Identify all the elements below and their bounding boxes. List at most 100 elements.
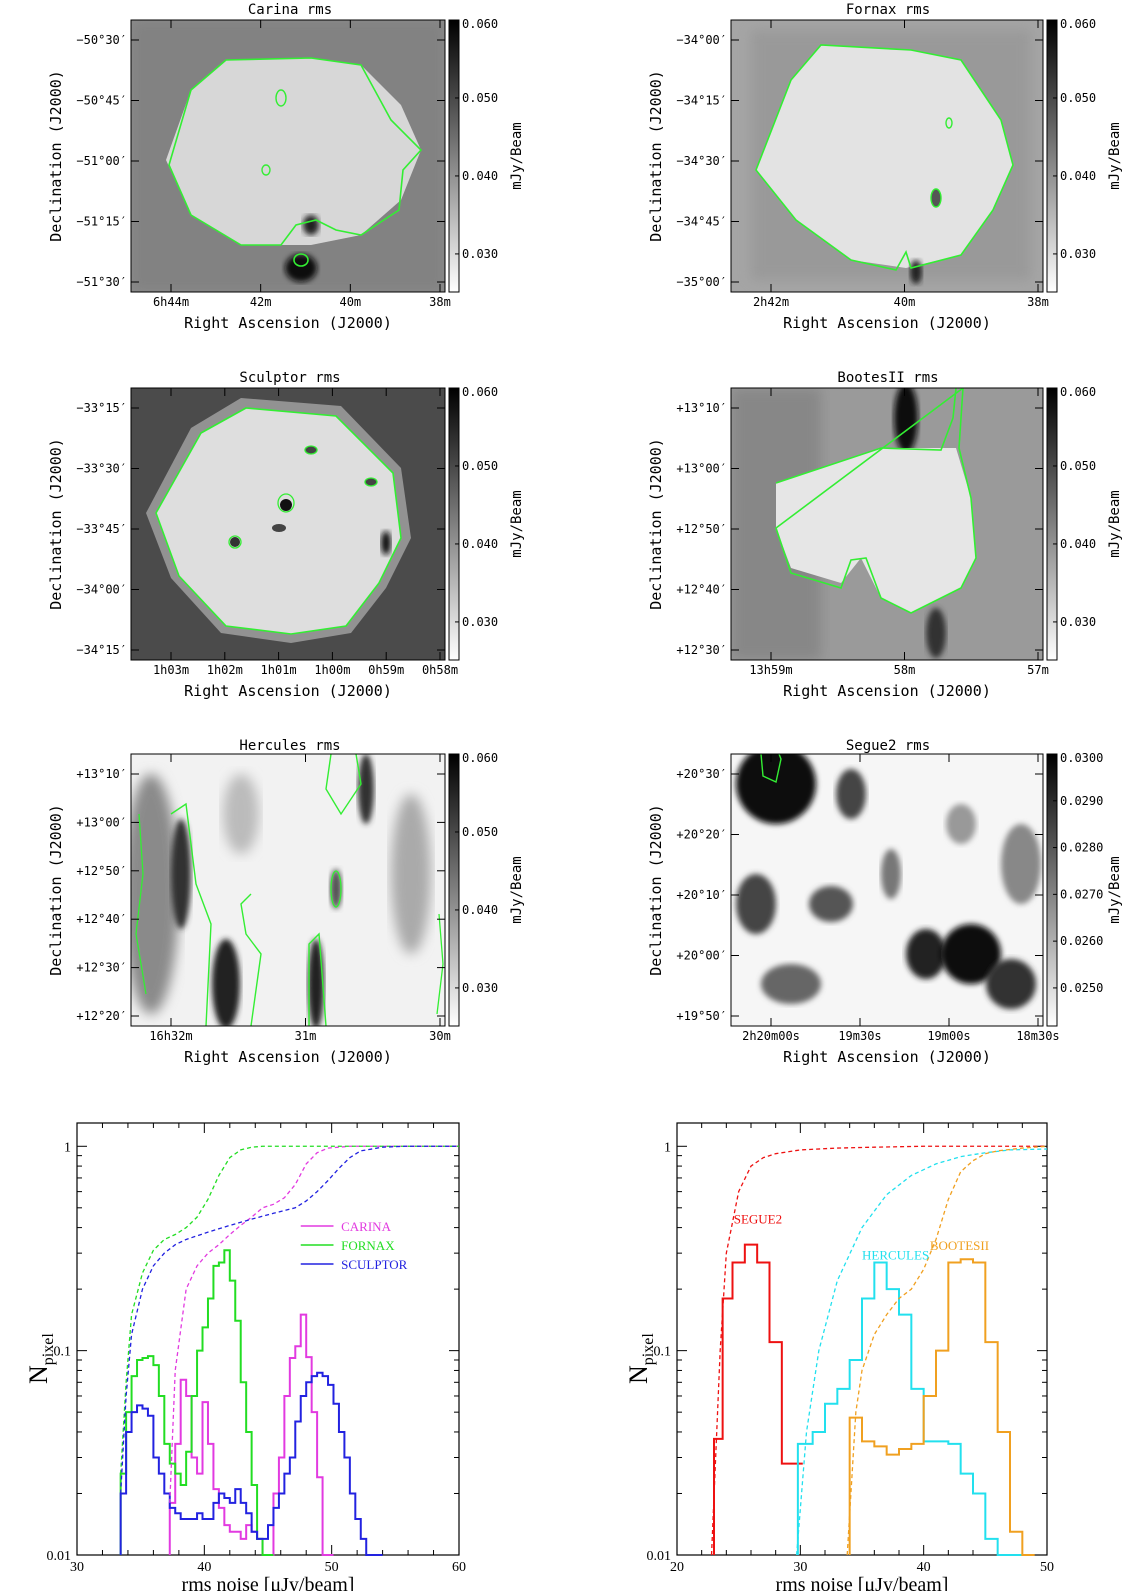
colorbar-tick-label: 0.040 — [1060, 537, 1096, 551]
series-label: HERCULES — [862, 1247, 929, 1262]
colorbar — [448, 387, 460, 661]
y-tick-label: −34°00′ — [76, 583, 127, 597]
y-tick-label: −51°15′ — [76, 215, 127, 229]
colorbar-tick-label: 0.0270 — [1060, 887, 1103, 901]
x-tick-label: 16h32m — [149, 1029, 192, 1043]
y-tick-label: 0.1 — [54, 1345, 72, 1360]
y-tick-label: −50°45′ — [76, 94, 127, 108]
map-image — [131, 388, 445, 660]
y-tick-label: −33°45′ — [76, 522, 127, 536]
map-panel-segue2: Segue2 rms — [730, 738, 1044, 1027]
y-tick-label: −51°30′ — [76, 275, 127, 289]
colorbar-tick-label: 0.050 — [1060, 91, 1096, 105]
x-tick-label: 42m — [250, 295, 272, 309]
series-cumulative-line — [120, 1145, 459, 1474]
colorbar-tick-label: 0.030 — [462, 981, 498, 995]
y-tick-label: −34°15′ — [76, 643, 127, 657]
series-line — [119, 1249, 274, 1556]
colorbar-tick-label: 0.030 — [462, 247, 498, 261]
x-tick-label: 18m30s — [1016, 1029, 1059, 1043]
y-tick-label: +12°40′ — [76, 912, 127, 926]
y-tick-label: 1 — [664, 1140, 671, 1155]
y-tick-label: +12°50′ — [76, 864, 127, 878]
map-image — [731, 754, 1043, 1026]
histogram-right: 20 30 40 50 0.01 0.1 1 rms noise [μJy/beam] Npix… — [624, 1122, 1054, 1591]
colorbar-tick-label: 0.040 — [462, 169, 498, 183]
x-tick-label: 2h20m00s — [742, 1029, 800, 1043]
plot-frame — [76, 1122, 460, 1556]
map-axis-group: −34°00′ −34°15′ −34°30′ −34°45′ −35°00′ 2h42m… — [647, 17, 1123, 332]
x-tick-label: 60 — [452, 1560, 466, 1575]
map-panel-carina: Carina rms — [130, 2, 446, 293]
x-tick-label: 1h03m — [153, 663, 189, 677]
histogram-left: 30 40 50 60 0.01 0.1 1 rms noise [μJy/beam] Npix… — [24, 1122, 466, 1591]
y-tick-label: +12°30′ — [676, 643, 727, 657]
map-axis-group: −50°30′ −50°45′ −51°00′ −51°15′ −51°30′ 6h44m… — [47, 17, 525, 332]
x-axis-label: rms noise [μJy/beam] — [182, 1574, 355, 1591]
map-title: Carina rms — [248, 2, 332, 18]
y-tick-label: +13°10′ — [76, 767, 127, 781]
map-axis-group: +13°10′ +13°00′ +12°50′ +12°40′ +12°30′ +12°2… — [47, 751, 525, 1066]
colorbar — [1046, 387, 1058, 661]
x-tick-label: 58m — [894, 663, 916, 677]
x-tick-label: 20 — [670, 1560, 684, 1575]
map-axis-group: +20°30′ +20°20′ +20°10′ +20°00′ +19°50′ 2h20m… — [647, 751, 1123, 1066]
legend-label: FORNAX — [341, 1238, 395, 1253]
x-tick-label: 1h00m — [314, 663, 350, 677]
map-image — [131, 20, 445, 292]
y-axis-label: Declination (J2000) — [647, 438, 665, 610]
colorbar-tick-label: 0.0260 — [1060, 934, 1103, 948]
y-tick-label: +13°00′ — [676, 462, 727, 476]
map-image — [131, 754, 445, 1026]
x-tick-label: 31m — [295, 1029, 317, 1043]
x-tick-label: 30m — [429, 1029, 451, 1043]
series-line — [848, 1258, 1035, 1556]
colorbar-tick-label: 0.0300 — [1060, 751, 1103, 765]
series-line — [168, 1313, 334, 1556]
map-title: Segue2 rms — [846, 738, 930, 754]
x-axis-label: Right Ascension (J2000) — [184, 682, 392, 700]
y-axis-label: Npixel — [624, 1333, 657, 1384]
colorbar-tick-label: 0.030 — [1060, 247, 1096, 261]
x-axis-label: Right Ascension (J2000) — [184, 1048, 392, 1066]
colorbar-label: mJy/Beam — [509, 122, 525, 189]
series-cumulative-line — [846, 1145, 1048, 1556]
x-tick-label: 2h42m — [753, 295, 789, 309]
y-tick-label: +12°30′ — [76, 961, 127, 975]
colorbar-tick-label: 0.040 — [462, 903, 498, 917]
y-axis-label: Declination (J2000) — [47, 70, 65, 242]
colorbar-tick-label: 0.0280 — [1060, 841, 1103, 855]
y-tick-label: +20°20′ — [676, 828, 727, 842]
series-line — [796, 1261, 1025, 1556]
series-line — [713, 1243, 803, 1555]
legend-label: SCULPTOR — [341, 1257, 408, 1272]
colorbar-tick-label: 0.030 — [462, 615, 498, 629]
y-tick-label: 1 — [64, 1140, 71, 1155]
x-tick-label: 30 — [793, 1560, 807, 1575]
colorbar — [1046, 753, 1058, 1027]
colorbar-tick-label: 0.050 — [462, 91, 498, 105]
map-panel-bootesii: BootesII rms — [730, 370, 1044, 661]
colorbar-label: mJy/Beam — [1107, 490, 1123, 557]
map-title: BootesII rms — [837, 370, 938, 386]
x-tick-label: 40 — [917, 1560, 931, 1575]
x-tick-label: 1h02m — [207, 663, 243, 677]
x-tick-label: 50 — [1040, 1560, 1054, 1575]
map-title: Sculptor rms — [239, 370, 340, 386]
colorbar-label: mJy/Beam — [509, 856, 525, 923]
colorbar-tick-label: 0.050 — [1060, 459, 1096, 473]
x-tick-label: 57m — [1027, 663, 1049, 677]
colorbar-tick-label: 0.060 — [462, 385, 498, 399]
x-tick-label: 0h59m — [368, 663, 404, 677]
x-tick-label: 0h58m — [422, 663, 458, 677]
colorbar-tick-label: 0.0250 — [1060, 981, 1103, 995]
x-axis-label: rms noise [μJy/beam] — [776, 1574, 949, 1591]
y-tick-label: 0.01 — [647, 1549, 672, 1564]
y-tick-label: −34°45′ — [676, 215, 727, 229]
map-panel-hercules: Hercules rms — [130, 738, 446, 1027]
y-tick-label: −35°00′ — [676, 275, 727, 289]
colorbar-tick-label: 0.040 — [1060, 169, 1096, 183]
y-tick-label: −34°00′ — [676, 33, 727, 47]
y-tick-label: +13°00′ — [76, 815, 127, 829]
